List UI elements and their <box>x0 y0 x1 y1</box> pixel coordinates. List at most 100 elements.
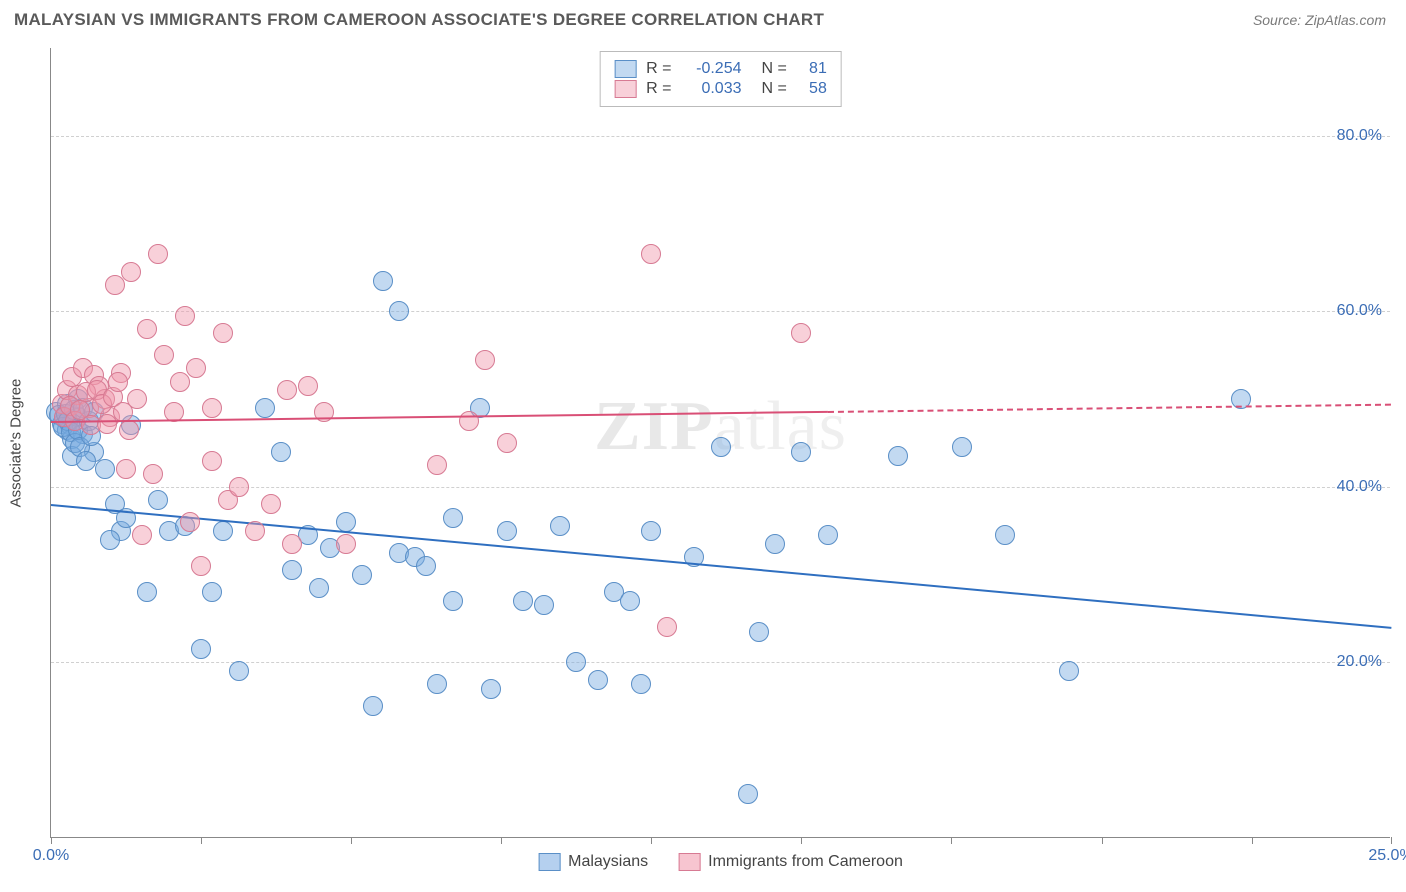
x-tick <box>951 837 952 844</box>
scatter-chart: Associate's Degree ZIPatlas R =-0.254N =… <box>50 48 1390 838</box>
y-tick-label: 40.0% <box>1337 478 1382 496</box>
stat-r-label: R = <box>646 60 671 78</box>
stat-r-value: 0.033 <box>682 80 742 98</box>
data-point <box>443 508 463 528</box>
data-point <box>119 420 139 440</box>
data-point <box>148 490 168 510</box>
watermark-bold: ZIP <box>594 388 714 465</box>
data-point <box>309 578 329 598</box>
data-point <box>641 521 661 541</box>
data-point <box>154 345 174 365</box>
data-point <box>298 376 318 396</box>
gridline <box>51 311 1390 312</box>
x-tick <box>1252 837 1253 844</box>
data-point <box>427 674 447 694</box>
data-point <box>497 433 517 453</box>
data-point <box>534 595 554 615</box>
data-point <box>497 521 517 541</box>
x-tick <box>501 837 502 844</box>
stats-legend-box: R = -0.254 N = 81R = 0.033 N = 58 <box>599 51 842 107</box>
data-point <box>550 516 570 536</box>
data-point <box>95 459 115 479</box>
data-point <box>765 534 785 554</box>
data-point <box>791 442 811 462</box>
data-point <box>641 244 661 264</box>
gridline <box>51 136 1390 137</box>
data-point <box>711 437 731 457</box>
data-point <box>952 437 972 457</box>
legend-swatch <box>614 60 636 78</box>
data-point <box>132 525 152 545</box>
data-point <box>213 521 233 541</box>
data-point <box>1059 661 1079 681</box>
data-point <box>282 534 302 554</box>
y-tick-label: 80.0% <box>1337 127 1382 145</box>
data-point <box>336 534 356 554</box>
data-point <box>148 244 168 264</box>
trend-line <box>828 403 1391 412</box>
data-point <box>352 565 372 585</box>
data-point <box>116 459 136 479</box>
data-point <box>261 494 281 514</box>
data-point <box>888 446 908 466</box>
data-point <box>481 679 501 699</box>
chart-source: Source: ZipAtlas.com <box>1253 12 1386 28</box>
x-tick <box>351 837 352 844</box>
stat-n-label: N = <box>762 60 787 78</box>
x-tick <box>201 837 202 844</box>
data-point <box>416 556 436 576</box>
stats-row: R = -0.254 N = 81 <box>614 60 827 78</box>
data-point <box>513 591 533 611</box>
data-point <box>105 275 125 295</box>
data-point <box>475 350 495 370</box>
x-tick <box>1102 837 1103 844</box>
data-point <box>137 582 157 602</box>
data-point <box>191 639 211 659</box>
gridline <box>51 662 1390 663</box>
stats-row: R =0.033N =58 <box>614 80 827 98</box>
legend-label: Malaysians <box>568 853 648 871</box>
chart-header: MALAYSIAN VS IMMIGRANTS FROM CAMEROON AS… <box>0 0 1406 38</box>
stat-n-value: 58 <box>797 80 827 98</box>
stat-n-value: 81 <box>797 60 827 78</box>
data-point <box>738 784 758 804</box>
x-tick <box>51 837 52 844</box>
stat-n-label: N = <box>762 80 787 98</box>
data-point <box>389 301 409 321</box>
x-tick-label: 25.0% <box>1368 847 1406 865</box>
data-point <box>282 560 302 580</box>
data-point <box>443 591 463 611</box>
data-point <box>175 306 195 326</box>
x-tick <box>801 837 802 844</box>
gridline <box>51 487 1390 488</box>
data-point <box>191 556 211 576</box>
data-point <box>995 525 1015 545</box>
data-point <box>108 372 128 392</box>
data-point <box>271 442 291 462</box>
data-point <box>373 271 393 291</box>
data-point <box>100 530 120 550</box>
chart-title: MALAYSIAN VS IMMIGRANTS FROM CAMEROON AS… <box>14 10 824 30</box>
data-point <box>427 455 447 475</box>
x-tick-label: 0.0% <box>33 847 69 865</box>
data-point <box>749 622 769 642</box>
x-tick <box>651 837 652 844</box>
data-point <box>255 398 275 418</box>
y-axis-title: Associate's Degree <box>8 378 25 507</box>
data-point <box>363 696 383 716</box>
data-point <box>229 661 249 681</box>
data-point <box>76 451 96 471</box>
watermark-rest: atlas <box>714 388 847 465</box>
data-point <box>620 591 640 611</box>
data-point <box>245 521 265 541</box>
data-point <box>791 323 811 343</box>
data-point <box>459 411 479 431</box>
data-point <box>277 380 297 400</box>
legend-swatch <box>614 80 636 98</box>
data-point <box>631 674 651 694</box>
stat-r-value: -0.254 <box>682 60 742 78</box>
data-point <box>202 451 222 471</box>
data-point <box>588 670 608 690</box>
data-point <box>202 582 222 602</box>
y-tick-label: 60.0% <box>1337 302 1382 320</box>
